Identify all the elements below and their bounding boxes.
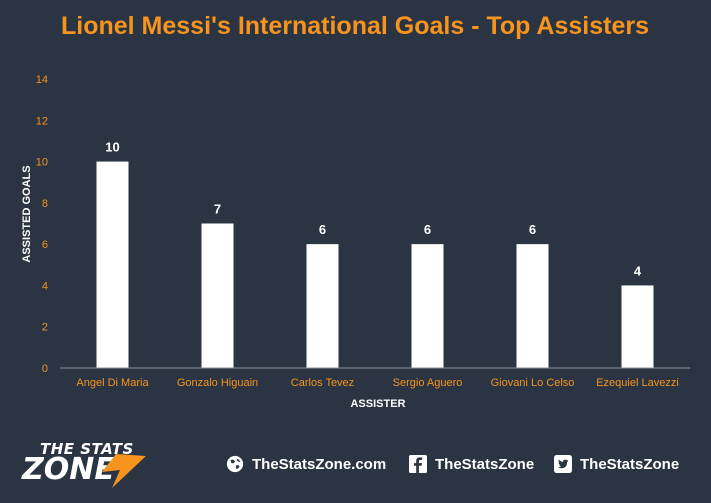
bar xyxy=(96,161,129,368)
y-tick-label: 8 xyxy=(42,198,48,210)
bar xyxy=(516,244,549,368)
bar xyxy=(201,223,234,368)
x-axis-label: ASSISTER xyxy=(350,398,405,410)
x-axis-ticks: Angel Di Maria Gonzalo Higuain Carlos Teve… xyxy=(76,377,678,389)
footer: THE STATS ZONE TheStatsZone.com TheStats… xyxy=(0,432,711,503)
y-axis-ticks: 0 2 4 6 8 10 12 14 xyxy=(36,74,48,375)
bar-value-label: 6 xyxy=(529,222,536,237)
twitter-text: TheStatsZone xyxy=(580,455,680,473)
bar-chart: Lionel Messi's International Goals - Top… xyxy=(21,12,690,410)
logo-bolt-icon xyxy=(102,454,146,488)
facebook-icon xyxy=(409,455,427,473)
y-tick-label: 14 xyxy=(36,74,48,86)
website-link[interactable]: TheStatsZone.com xyxy=(226,454,386,474)
logo-line1: THE STATS xyxy=(40,440,134,458)
x-tick-label: Angel Di Maria xyxy=(76,377,149,389)
the-stats-zone-logo[interactable]: THE STATS ZONE xyxy=(22,440,152,496)
bar xyxy=(621,285,654,368)
x-tick-label: Gonzalo Higuain xyxy=(177,377,258,389)
bar-value-label: 6 xyxy=(424,222,431,237)
twitter-icon xyxy=(554,455,572,473)
bar xyxy=(411,244,444,368)
x-tick-label: Sergio Aguero xyxy=(393,377,463,389)
bar-value-label: 10 xyxy=(105,140,119,155)
x-tick-label: Ezequiel Lavezzi xyxy=(596,377,679,389)
y-tick-label: 2 xyxy=(42,322,48,334)
globe-icon xyxy=(226,455,244,473)
x-tick-label: Carlos Tevez xyxy=(291,377,354,389)
facebook-link[interactable]: TheStatsZone xyxy=(409,454,534,474)
bar xyxy=(306,244,339,368)
y-axis-label: ASSISTED GOALS xyxy=(21,165,33,262)
bar-value-label: 7 xyxy=(214,202,221,217)
chart-title: Lionel Messi's International Goals - Top… xyxy=(61,12,649,40)
y-tick-label: 6 xyxy=(42,239,48,251)
logo-line2: ZONE xyxy=(22,452,115,487)
y-tick-label: 12 xyxy=(36,115,48,127)
chart-container: Lionel Messi's International Goals - Top… xyxy=(21,12,690,410)
bars xyxy=(96,161,654,368)
x-tick-label: Giovani Lo Celso xyxy=(491,377,575,389)
data-labels: 10 7 6 6 6 4 xyxy=(105,140,642,279)
bar-value-label: 4 xyxy=(634,263,642,278)
bar-value-label: 6 xyxy=(319,222,326,237)
twitter-link[interactable]: TheStatsZone xyxy=(554,454,679,474)
y-tick-label: 4 xyxy=(42,280,48,292)
website-text: TheStatsZone.com xyxy=(252,455,387,473)
facebook-text: TheStatsZone xyxy=(435,455,535,473)
y-tick-label: 0 xyxy=(42,363,48,375)
y-tick-label: 10 xyxy=(36,157,48,169)
